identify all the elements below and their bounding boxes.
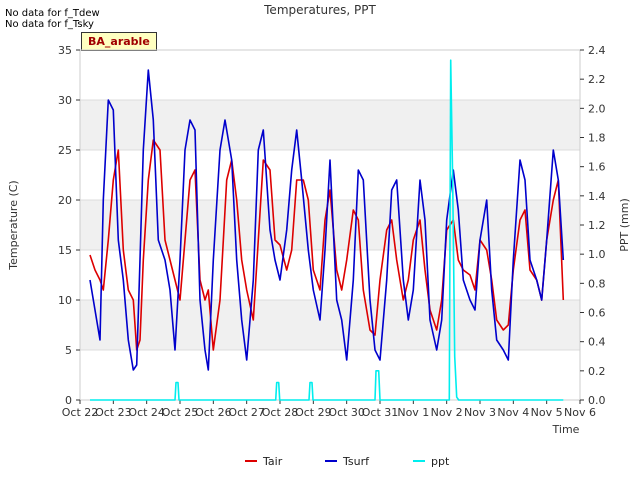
y-tick-label: 25: [58, 144, 72, 157]
x-tick-label: Nov 3: [464, 406, 496, 419]
series-line-tair: [89, 139, 565, 351]
x-tick-label: Oct 31: [362, 406, 399, 419]
x-tick-label: Oct 30: [328, 406, 365, 419]
x-tick-label: Oct 29: [295, 406, 332, 419]
y2-axis-label: PPT (mm): [618, 198, 631, 252]
y2-tick-label: 0.4: [588, 336, 606, 349]
y2-tick-label: 0.6: [588, 307, 606, 320]
x-tick-label: Nov 5: [531, 406, 563, 419]
grid-band: [80, 300, 580, 350]
y2-tick-label: 1.8: [588, 132, 606, 145]
y2-tick-label: 2.4: [588, 44, 606, 57]
y-tick-label: 35: [58, 44, 72, 57]
x-tick-label: Oct 26: [195, 406, 232, 419]
legend-label-tair: Tair: [262, 455, 283, 468]
x-tick-label: Nov 4: [497, 406, 529, 419]
y2-tick-label: 1.0: [588, 248, 606, 261]
x-tick-label: Oct 22: [62, 406, 99, 419]
no-data-note-tsky: No data for f_Tsky: [5, 19, 94, 30]
y2-tick-label: 0.8: [588, 277, 606, 290]
y-tick-label: 20: [58, 194, 72, 207]
legend-label-ppt: ppt: [431, 455, 450, 468]
y2-tick-label: 2.0: [588, 102, 606, 115]
y2-tick-label: 2.2: [588, 73, 606, 86]
x-tick-label: Oct 28: [262, 406, 299, 419]
x-tick-label: Nov 6: [564, 406, 596, 419]
y-tick-label: 10: [58, 294, 72, 307]
x-tick-label: Nov 1: [397, 406, 429, 419]
y-axis-label: Temperature (C): [7, 180, 20, 270]
series-line-ppt: [90, 59, 564, 401]
x-tick-label: Oct 27: [228, 406, 265, 419]
y2-tick-label: 0.0: [588, 394, 606, 407]
y2-tick-label: 1.4: [588, 190, 606, 203]
chart-title: Temperatures, PPT: [264, 3, 376, 17]
x-axis-label: Time: [552, 423, 580, 436]
x-tick-label: Oct 24: [128, 406, 165, 419]
y-tick-label: 15: [58, 244, 72, 257]
x-tick-label: Oct 25: [162, 406, 199, 419]
x-tick-label: Nov 2: [431, 406, 463, 419]
site-badge: BA_arable: [81, 32, 157, 51]
no-data-note-tdew: No data for f_Tdew: [5, 8, 100, 19]
y-tick-label: 30: [58, 94, 72, 107]
y2-tick-label: 0.2: [588, 365, 606, 378]
legend-label-tsurf: Tsurf: [342, 455, 370, 468]
y-tick-label: 0: [65, 394, 72, 407]
y-tick-label: 5: [65, 344, 72, 357]
y2-tick-label: 1.6: [588, 161, 606, 174]
series-line-tsurf: [89, 69, 565, 371]
y2-tick-label: 1.2: [588, 219, 606, 232]
x-tick-label: Oct 23: [95, 406, 132, 419]
grid-band: [80, 100, 580, 150]
grid-band: [80, 200, 580, 250]
